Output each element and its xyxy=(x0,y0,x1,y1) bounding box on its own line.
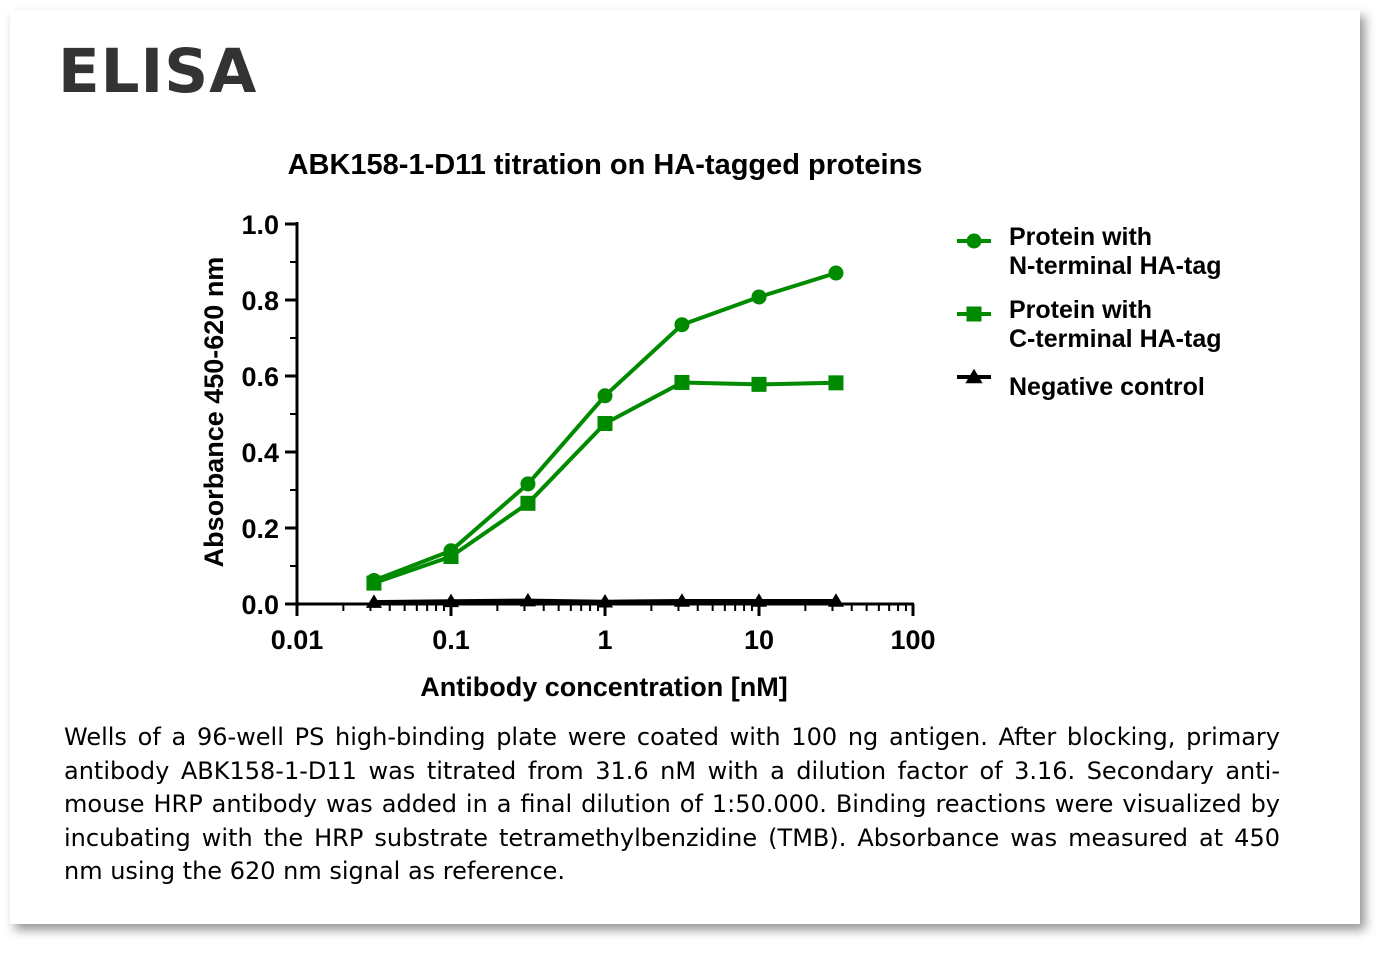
data-point xyxy=(828,375,844,391)
data-point xyxy=(827,593,845,607)
legend-marker xyxy=(966,306,982,322)
y-tick-label: 0.4 xyxy=(241,438,279,468)
legend-label: C-terminal HA-tag xyxy=(1009,325,1222,353)
data-point xyxy=(365,594,383,608)
series-2 xyxy=(366,374,844,591)
series-3 xyxy=(365,592,845,608)
y-tick-label: 0.8 xyxy=(241,286,279,316)
x-tick-label: 1 xyxy=(597,625,612,655)
y-axis-label: Absorbance 450-620 nm xyxy=(199,257,229,568)
chart-plot-area xyxy=(365,265,845,608)
chart-title: ABK158-1-D11 titration on HA-tagged prot… xyxy=(288,149,923,181)
y-tick-label: 0.0 xyxy=(241,590,279,620)
legend-entry-3: Negative control xyxy=(957,368,1205,401)
data-point xyxy=(442,593,460,608)
data-point xyxy=(519,592,537,607)
data-point xyxy=(597,416,613,431)
section-heading: ELISA xyxy=(58,36,258,107)
y-tick-label: 0.6 xyxy=(241,362,279,392)
data-point xyxy=(673,593,691,607)
data-point xyxy=(751,376,767,392)
data-point xyxy=(597,388,613,404)
legend-marker xyxy=(965,368,983,384)
y-tick-label: 1.0 xyxy=(241,210,279,240)
data-point xyxy=(828,265,844,281)
legend-label: Protein with xyxy=(1009,223,1152,251)
data-point xyxy=(520,476,536,492)
x-tick-label: 100 xyxy=(890,625,935,655)
y-tick-label: 0.2 xyxy=(241,514,279,544)
x-tick-label: 0.1 xyxy=(432,625,470,655)
data-point xyxy=(750,593,768,607)
x-tick-label: 0.01 xyxy=(271,625,324,655)
data-point xyxy=(596,594,614,608)
x-tick-label: 10 xyxy=(744,625,774,655)
data-point xyxy=(674,374,690,390)
data-point xyxy=(751,289,767,305)
data-point xyxy=(674,317,690,333)
elisa-chart: ABK158-1-D11 titration on HA-tagged prot… xyxy=(199,149,1222,702)
x-axis-label: Antibody concentration [nM] xyxy=(420,672,787,702)
data-point xyxy=(443,549,459,564)
legend-label: Protein with xyxy=(1009,296,1152,324)
figure-card xyxy=(10,10,1360,924)
data-point xyxy=(520,495,536,511)
legend-label: N-terminal HA-tag xyxy=(1009,252,1222,280)
legend-marker xyxy=(966,233,982,249)
figure-caption: Wells of a 96-well PS high-binding plate… xyxy=(64,723,1280,885)
chart-axes: 0.0 0.2 0.4 0.6 0.8 1.0 0.01 0.1 1 10 100 xyxy=(241,210,935,655)
legend-label: Negative control xyxy=(1009,373,1205,401)
data-point xyxy=(366,575,382,591)
